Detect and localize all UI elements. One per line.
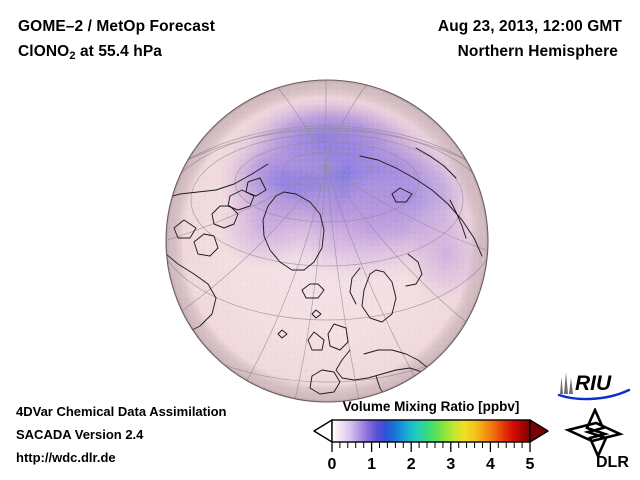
species-subscript: 2 <box>69 50 76 62</box>
colorbar-tick-label: 4 <box>486 456 495 473</box>
limb-shading <box>166 80 488 402</box>
colorbar-gradient <box>331 419 531 443</box>
species-and-level: ClONO2 at 55.4 hPa <box>18 39 348 69</box>
colorbar-tick-label: 2 <box>407 456 416 473</box>
globe-content <box>166 80 488 402</box>
header-right: Aug 23, 2013, 12:00 GMT Northern Hemisph… <box>322 14 622 64</box>
riu-tower-icon <box>560 372 573 394</box>
colorbar-tick-label: 1 <box>367 456 376 473</box>
colorbar-tick-labels: 0 1 2 3 4 5 <box>328 456 535 473</box>
credit-line-version: SACADA Version 2.4 <box>16 427 144 442</box>
dlr-wordmark: DLR <box>596 454 629 470</box>
credit-line-method: 4DVar Chemical Data Assimilation <box>16 404 227 419</box>
species-label: ClONO <box>18 43 70 60</box>
colorbar-extend-high <box>529 419 549 443</box>
globe-outline <box>165 79 489 403</box>
globe-map <box>164 78 490 404</box>
colorbar-extend-low <box>313 419 333 443</box>
product-title: GOME–2 / MetOp Forecast <box>18 18 215 35</box>
colorbar-tick-label: 5 <box>526 456 535 473</box>
footer-credits: 4DVar Chemical Data Assimilation SACADA … <box>16 400 306 469</box>
riu-logo-svg: RIU <box>557 372 631 401</box>
riu-logo: RIU <box>556 368 632 402</box>
dlr-mark-icon <box>564 406 624 460</box>
globe-svg <box>165 79 489 403</box>
credit-line-url[interactable]: http://wdc.dlr.de <box>16 450 116 465</box>
dlr-logo-svg: DLR <box>564 406 629 471</box>
header-left: GOME–2 / MetOp Forecast ClONO2 at 55.4 h… <box>18 14 348 69</box>
colorbar: Volume Mixing Ratio [ppbv] <box>312 398 550 473</box>
riu-wordmark: RIU <box>575 372 612 395</box>
riu-swoosh-icon <box>557 388 631 401</box>
colorbar-title: Volume Mixing Ratio [ppbv] <box>342 399 520 414</box>
colorbar-tick-label: 3 <box>446 456 455 473</box>
timestamp-label: Aug 23, 2013, 12:00 GMT <box>437 18 622 35</box>
colorbar-minor-ticks <box>339 442 523 448</box>
hemisphere-label: Northern Hemisphere <box>457 43 618 60</box>
colorbar-ticks <box>331 442 531 452</box>
dlr-logo: DLR <box>562 406 634 471</box>
colorbar-svg: 0 1 2 3 4 5 <box>313 419 549 473</box>
pressure-level-label: at 55.4 hPa <box>75 43 163 60</box>
colorbar-tick-label: 0 <box>328 456 337 473</box>
